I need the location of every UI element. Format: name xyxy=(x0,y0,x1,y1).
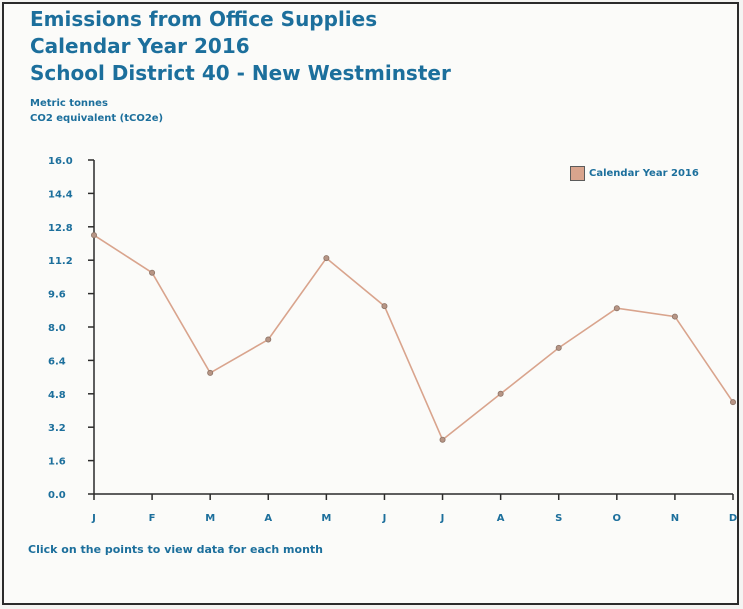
chart-subtitle-district: School District 40 - New Westminster xyxy=(30,61,451,85)
data-point[interactable] xyxy=(207,369,214,376)
y-tick-label: 12.8 xyxy=(48,223,73,234)
y-tick-label: 0.0 xyxy=(48,490,66,501)
y-tick-label: 16.0 xyxy=(48,156,73,167)
x-tick-label: M xyxy=(321,513,331,524)
data-point[interactable] xyxy=(323,255,330,262)
x-tick-label: S xyxy=(555,513,562,524)
y-tick-label: 11.2 xyxy=(48,256,73,267)
x-tick-label: A xyxy=(264,513,272,524)
x-tick-label: F xyxy=(149,513,156,524)
y-tick-label: 6.4 xyxy=(48,356,66,367)
y-tick-label: 1.6 xyxy=(48,457,66,468)
data-point[interactable] xyxy=(265,336,272,343)
chart-subtitle-year: Calendar Year 2016 xyxy=(30,34,250,58)
y-axis-unit-sublabel: CO2 equivalent (tCO2e) xyxy=(30,113,164,124)
x-tick-label: J xyxy=(440,513,445,524)
data-point[interactable] xyxy=(439,436,446,443)
x-tick-label: N xyxy=(671,513,679,524)
x-tick-label: J xyxy=(382,513,387,524)
data-point[interactable] xyxy=(149,269,156,276)
x-tick-label: D xyxy=(729,513,737,524)
data-point[interactable] xyxy=(730,399,737,406)
data-point[interactable] xyxy=(381,303,388,310)
chart-titles: Emissions from Office Supplies Calendar … xyxy=(30,6,451,87)
y-tick-label: 14.4 xyxy=(48,189,73,200)
legend-label: Calendar Year 2016 xyxy=(589,168,699,179)
data-point[interactable] xyxy=(613,305,620,312)
legend-swatch xyxy=(570,166,585,181)
x-tick-label: O xyxy=(613,513,622,524)
data-point[interactable] xyxy=(497,390,504,397)
data-point[interactable] xyxy=(91,232,98,239)
y-axis-unit-label: Metric tonnes xyxy=(30,98,108,109)
x-tick-label: M xyxy=(205,513,215,524)
chart-title: Emissions from Office Supplies xyxy=(30,7,378,31)
series-line xyxy=(93,234,734,441)
y-tick-label: 4.8 xyxy=(48,390,66,401)
data-point[interactable] xyxy=(671,313,678,320)
x-tick-label: A xyxy=(497,513,505,524)
legend: Calendar Year 2016 xyxy=(570,166,699,181)
y-tick-label: 3.2 xyxy=(48,423,66,434)
instruction-note: Click on the points to view data for eac… xyxy=(28,543,323,556)
y-tick-label: 8.0 xyxy=(48,323,66,334)
data-point[interactable] xyxy=(555,344,562,351)
x-tick-label: J xyxy=(91,513,96,524)
y-tick-label: 9.6 xyxy=(48,290,66,301)
